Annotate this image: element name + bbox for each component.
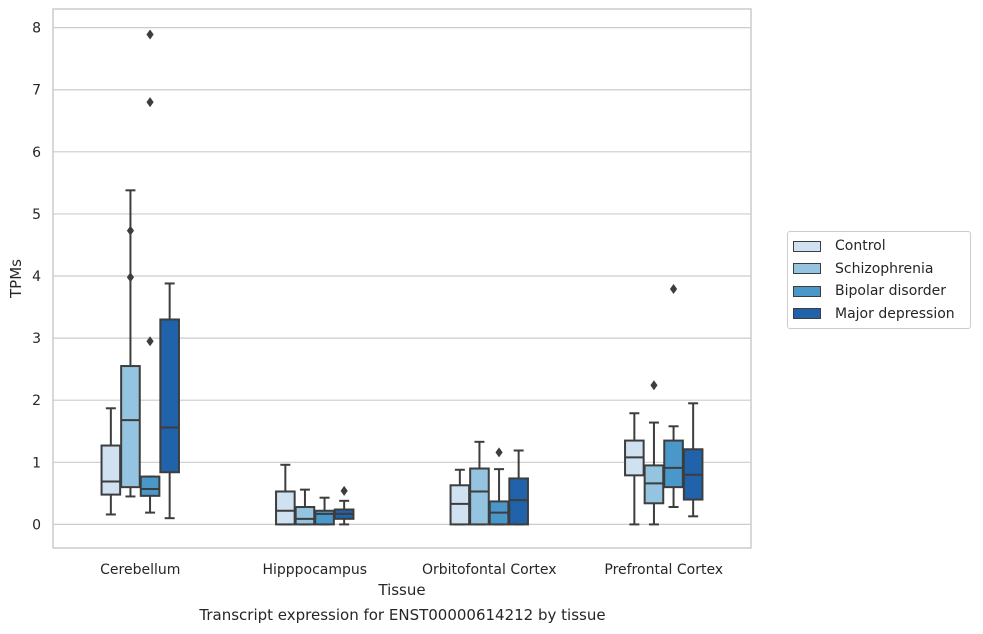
legend-swatch: [793, 285, 821, 297]
outlier-point: [146, 336, 154, 347]
box: [314, 509, 335, 526]
legend-swatch: [793, 308, 821, 320]
y-tick-label: 8: [32, 21, 41, 37]
x-axis-label: Tissue: [377, 581, 425, 599]
y-axis-label: TPMs: [7, 259, 25, 299]
legend-label: Control: [835, 238, 886, 255]
y-tick-label: 0: [32, 517, 41, 533]
box: [508, 477, 529, 526]
y-tick-label: 6: [32, 145, 41, 161]
outlier-point: [126, 272, 135, 283]
y-tick-label: 2: [32, 393, 41, 409]
box: [120, 365, 141, 489]
legend: Control Schizophrenia Bipolar disorder Majo…: [787, 231, 971, 329]
plot-frame: [52, 8, 752, 549]
box: [139, 475, 161, 497]
outlier-point: [126, 225, 135, 236]
box: [100, 444, 122, 496]
legend-label: Bipolar disorder: [835, 283, 947, 300]
legend-item: Control: [788, 235, 970, 258]
box: [275, 490, 296, 526]
outlier-point: [340, 485, 348, 496]
outlier-point: [650, 380, 658, 391]
outlier-point: [146, 29, 154, 40]
legend-swatch: [793, 240, 821, 252]
legend-label: Schizophrenia: [835, 260, 934, 277]
box: [663, 439, 684, 489]
legend-item: Schizophrenia: [788, 258, 970, 281]
outlier-point: [495, 447, 503, 458]
x-tick-label: Orbitofontal Cortex: [422, 562, 557, 578]
y-tick-label: 1: [32, 455, 41, 471]
box: [159, 318, 180, 474]
chart-caption: Transcript expression for ENST0000061421…: [199, 606, 606, 624]
x-tick-label: Hipppocampus: [262, 562, 367, 578]
outlier-point: [669, 284, 678, 295]
x-tick-label: Prefrontal Cortex: [604, 562, 723, 578]
legend-item: Major depression: [788, 303, 970, 326]
y-tick-label: 7: [32, 83, 41, 99]
y-tick-label: 3: [32, 331, 41, 347]
y-tick-label: 4: [32, 269, 41, 285]
x-tick-label: Cerebellum: [100, 562, 180, 578]
y-tick-label: 5: [32, 207, 41, 223]
outlier-point: [146, 97, 154, 108]
box: [469, 467, 490, 526]
legend-label: Major depression: [835, 305, 955, 322]
box: [294, 506, 316, 526]
legend-swatch: [793, 263, 821, 275]
legend-item: Bipolar disorder: [788, 280, 970, 303]
